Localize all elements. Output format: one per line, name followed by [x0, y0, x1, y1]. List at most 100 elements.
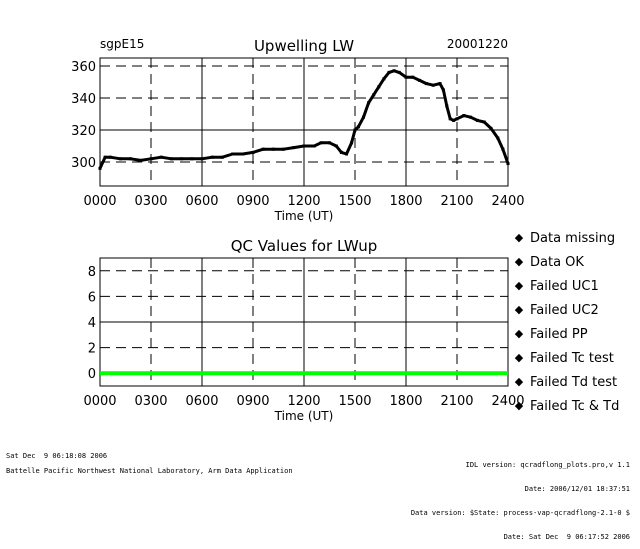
x-tick-label: 1500 [338, 394, 371, 409]
legend-label: Failed PP [530, 327, 588, 342]
legend-marker: ◆ [515, 303, 524, 316]
x-tick-label: 1200 [287, 194, 320, 209]
data-point [397, 70, 401, 74]
data-point [261, 147, 265, 151]
data-point [469, 115, 473, 119]
data-point [200, 157, 204, 161]
legend-marker: ◆ [515, 351, 524, 364]
data-point [302, 144, 306, 148]
data-point [506, 162, 510, 166]
data-point [210, 155, 214, 159]
chart-title: QC Values for LWup [231, 237, 378, 255]
x-tick-label: 0900 [236, 194, 269, 209]
data-point [241, 152, 245, 156]
data-point [411, 75, 415, 79]
footer-version-line: IDL version: qcradflong_plots.pro,v 1.1 [465, 461, 630, 469]
footer-version-line: Data version: $State: process-vap-qcradf… [410, 509, 630, 517]
data-point [139, 158, 143, 162]
data-point [448, 117, 452, 121]
legend-marker: ◆ [515, 375, 524, 388]
footer-version-line: Date: 2006/12/01 18:37:51 [524, 485, 630, 493]
x-tick-label: 1500 [338, 194, 371, 209]
data-point [438, 82, 442, 86]
data-point [372, 93, 376, 97]
data-point [169, 157, 173, 161]
y-tick-label: 300 [71, 156, 96, 171]
y-tick-label: 360 [71, 60, 96, 75]
data-point [129, 157, 133, 161]
data-point [441, 88, 445, 92]
y-tick-label: 8 [88, 265, 96, 280]
legend-marker: ◆ [515, 231, 524, 244]
data-point [282, 147, 286, 151]
x-tick-label: 0300 [134, 194, 167, 209]
data-point [251, 150, 255, 154]
x-tick-label: 0000 [83, 394, 116, 409]
data-point [353, 128, 357, 132]
data-point [455, 117, 459, 121]
data-point [271, 147, 275, 151]
data-point [377, 85, 381, 89]
data-point [103, 155, 107, 159]
data-point [424, 82, 428, 86]
data-point [345, 152, 348, 156]
data-point [350, 141, 354, 145]
x-tick-label: 0000 [83, 194, 116, 209]
x-tick-label: 1200 [287, 394, 320, 409]
data-point [387, 70, 391, 74]
data-point [445, 104, 449, 108]
x-axis-label: Time (UT) [274, 209, 334, 223]
data-point [418, 78, 422, 82]
data-point [452, 118, 456, 122]
series-line [98, 69, 510, 170]
chart-canvas: 0000 0300 0600 0900 1200 1500 1800 2100 24003003… [71, 37, 619, 423]
footer-version-line: Date: Sat Dec 9 06:17:52 2006 [503, 533, 630, 541]
x-tick-label: 2400 [491, 394, 524, 409]
legend-label: Failed Tc & Td [530, 399, 619, 414]
data-point [118, 157, 122, 161]
x-tick-label: 2100 [440, 194, 473, 209]
legend-marker: ◆ [515, 327, 524, 340]
data-point [220, 155, 224, 159]
data-point [312, 144, 316, 148]
y-tick-label: 340 [71, 92, 96, 107]
data-point [159, 155, 163, 159]
data-point [334, 144, 338, 148]
data-point [149, 157, 153, 161]
data-point [180, 157, 184, 161]
footer-credit: Battelle Pacific Northwest National Labo… [6, 467, 293, 475]
legend-marker: ◆ [515, 279, 524, 292]
x-tick-label: 2400 [491, 194, 524, 209]
y-tick-label: 320 [71, 124, 96, 139]
data-point [367, 101, 371, 105]
data-point [98, 166, 102, 170]
y-tick-label: 2 [88, 342, 96, 357]
legend-label: Data OK [530, 255, 584, 270]
data-point [431, 83, 435, 87]
x-tick-label: 0900 [236, 394, 269, 409]
x-tick-label: 1800 [389, 394, 422, 409]
y-tick-label: 4 [88, 316, 96, 331]
data-point [108, 155, 112, 159]
legend-label: Data missing [530, 231, 615, 246]
x-tick-label: 0600 [185, 394, 218, 409]
x-tick-label: 0300 [134, 394, 167, 409]
chart-title: Upwelling LW [254, 37, 354, 55]
legend-label: Failed Td test [530, 375, 617, 390]
data-point [496, 136, 500, 140]
data-point [482, 120, 486, 124]
data-point [404, 75, 408, 79]
legend-label: Failed UC1 [530, 279, 599, 294]
data-point [292, 146, 296, 150]
legend-marker: ◆ [515, 255, 524, 268]
x-axis-label: Time (UT) [274, 409, 334, 423]
data-point [392, 69, 396, 73]
legend-label: Failed Tc test [530, 351, 614, 366]
x-tick-label: 2100 [440, 394, 473, 409]
footer-version-info: IDL version: qcradflong_plots.pro,v 1.1 … [411, 445, 630, 549]
data-point [362, 115, 365, 119]
y-tick-label: 0 [88, 367, 96, 382]
data-point [462, 114, 466, 118]
data-point [356, 125, 360, 129]
date-label: 20001220 [447, 37, 508, 51]
